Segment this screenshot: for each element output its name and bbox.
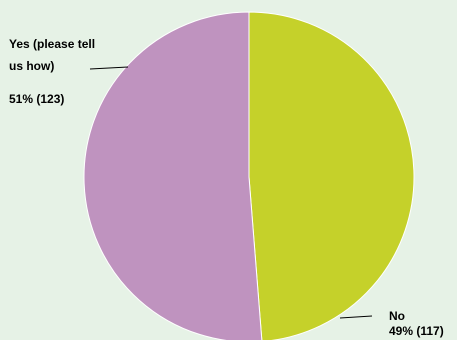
slice-value-no: 49% (117) — [389, 324, 444, 338]
leader-line-yes — [89, 66, 129, 70]
leader-line-no — [339, 315, 373, 319]
pie-slices — [83, 11, 415, 340]
slice-label-yes-line2: us how) — [9, 59, 54, 73]
pie-slice-no — [248, 11, 415, 340]
slice-label-no: No — [389, 309, 405, 323]
slice-value-yes: 51% (123) — [9, 92, 64, 106]
slice-label-yes-line1: Yes (please tell — [9, 37, 95, 51]
pie-slice-yes — [83, 11, 263, 340]
